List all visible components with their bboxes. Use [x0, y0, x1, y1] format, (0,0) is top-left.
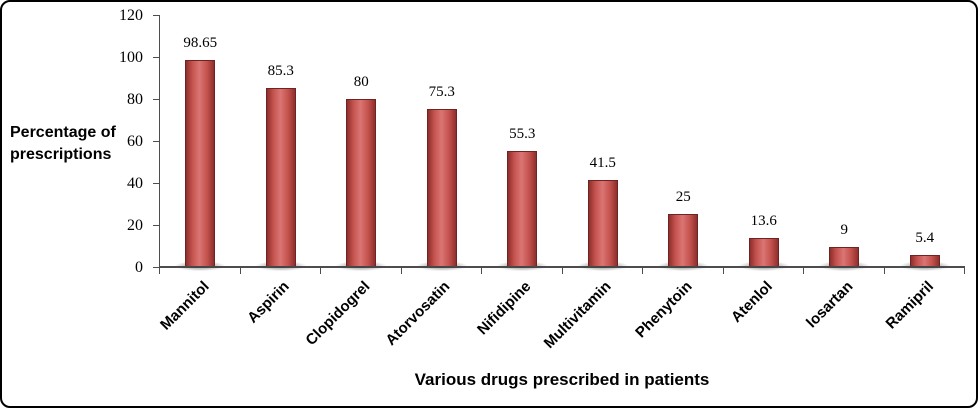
- x-category-label: losartan: [802, 278, 857, 332]
- bar-shadow: [738, 261, 789, 271]
- bar-slot: 55.3 Nifidipine: [474, 16, 563, 338]
- x-category-label: Clopidogrel: [302, 278, 374, 349]
- bar: [265, 88, 296, 266]
- bar-shadow: [416, 261, 467, 271]
- bar-slot: 9 losartan: [803, 16, 885, 331]
- x-category-label: Phenytoin: [631, 278, 696, 342]
- x-axis-tick: [803, 267, 804, 274]
- y-tick-label: 100: [119, 49, 143, 66]
- x-axis-tick: [320, 267, 321, 274]
- x-category-label: Atorvosatin: [382, 278, 454, 349]
- x-axis-tick: [239, 267, 241, 274]
- x-category-label: Nifidipine: [473, 278, 535, 339]
- bar: [829, 247, 860, 266]
- bar-value-label: 80: [353, 74, 369, 91]
- y-axis-title: Percentage of prescriptions: [10, 122, 140, 166]
- x-category-label: Atenlol: [727, 278, 776, 326]
- x-axis-tick: [481, 267, 482, 274]
- bar-shadow: [255, 261, 306, 271]
- x-category-label: Multivitamin: [540, 278, 615, 352]
- bar-shadow: [497, 261, 548, 271]
- y-tick-label: 20: [127, 217, 143, 234]
- x-axis-tick: [964, 267, 965, 274]
- y-tick-mark: [153, 141, 160, 142]
- x-axis-tick: [642, 267, 643, 274]
- x-axis-tick: [722, 267, 724, 274]
- bar-value-label: 98.65: [183, 35, 218, 52]
- bar: [346, 99, 377, 266]
- y-tick-mark: [153, 99, 160, 100]
- x-axis-tick: [400, 267, 402, 274]
- x-axis-title: Various drugs prescribed in patients: [414, 370, 710, 389]
- x-axis-tick: [883, 267, 885, 274]
- x-axis-tick: [561, 267, 563, 274]
- bar-slot: 75.3 Atorvosatin: [383, 16, 482, 349]
- bar: [185, 60, 216, 266]
- x-category-label: Aspirin: [244, 278, 293, 327]
- bar: [426, 109, 457, 266]
- x-category-label: Ramipril: [882, 278, 937, 333]
- y-tick-label: 60: [127, 133, 143, 150]
- bar: [748, 237, 779, 266]
- y-tick-label: 40: [127, 175, 143, 192]
- bar-shadow: [899, 261, 950, 271]
- y-tick-label: 120: [119, 7, 143, 24]
- bar: [668, 213, 699, 266]
- bar-value-label: 85.3: [267, 63, 294, 80]
- y-tick-mark: [153, 57, 160, 58]
- bar-slot: 85.3 Aspirin: [241, 16, 321, 327]
- y-axis-title-line-1: Percentage of: [10, 124, 116, 141]
- y-axis: 0 20 40 60 80 100 120: [105, 7, 160, 276]
- bar-slot: 41.5 Multivitamin: [541, 16, 643, 352]
- bar-value-label: 25: [675, 188, 691, 205]
- bar-value-label: 9: [840, 222, 849, 239]
- x-axis-tick: [159, 267, 160, 274]
- bar-shadow: [819, 261, 870, 271]
- bar-shadow: [658, 261, 709, 271]
- bar-slot: 13.6 Atenlol: [724, 16, 804, 326]
- bar-shadow: [336, 261, 387, 271]
- bar-value-label: 55.3: [509, 125, 536, 142]
- y-tick-mark: [153, 15, 160, 16]
- bar-slot: 25 Phenytoin: [632, 16, 724, 341]
- x-category-label: Mannitol: [156, 278, 213, 334]
- y-tick-mark: [153, 267, 160, 268]
- plot-area: 98.65 Mannitol 85.3 Aspirin 80 Clopidogrel 75.…: [157, 16, 965, 352]
- bar-value-label: 75.3: [428, 84, 455, 101]
- y-tick-label: 0: [135, 259, 143, 276]
- y-tick-mark: [153, 225, 160, 226]
- bar-value-label: 5.4: [915, 229, 935, 246]
- bar: [909, 254, 940, 266]
- y-tick-label: 80: [127, 91, 143, 108]
- bar: [587, 179, 618, 266]
- bar: [507, 150, 538, 266]
- bar-slot: 98.65 Mannitol: [157, 16, 241, 334]
- bar-shadow: [577, 261, 628, 271]
- bar-slot: 5.4 Ramipril: [882, 16, 965, 332]
- y-tick-mark: [153, 183, 160, 184]
- bar-shadow: [175, 261, 226, 271]
- bar-value-label: 41.5: [589, 154, 616, 171]
- bar-value-label: 13.6: [750, 212, 777, 229]
- bar-slot: 80 Clopidogrel: [302, 16, 402, 349]
- y-axis-title-line-2: prescriptions: [10, 146, 112, 163]
